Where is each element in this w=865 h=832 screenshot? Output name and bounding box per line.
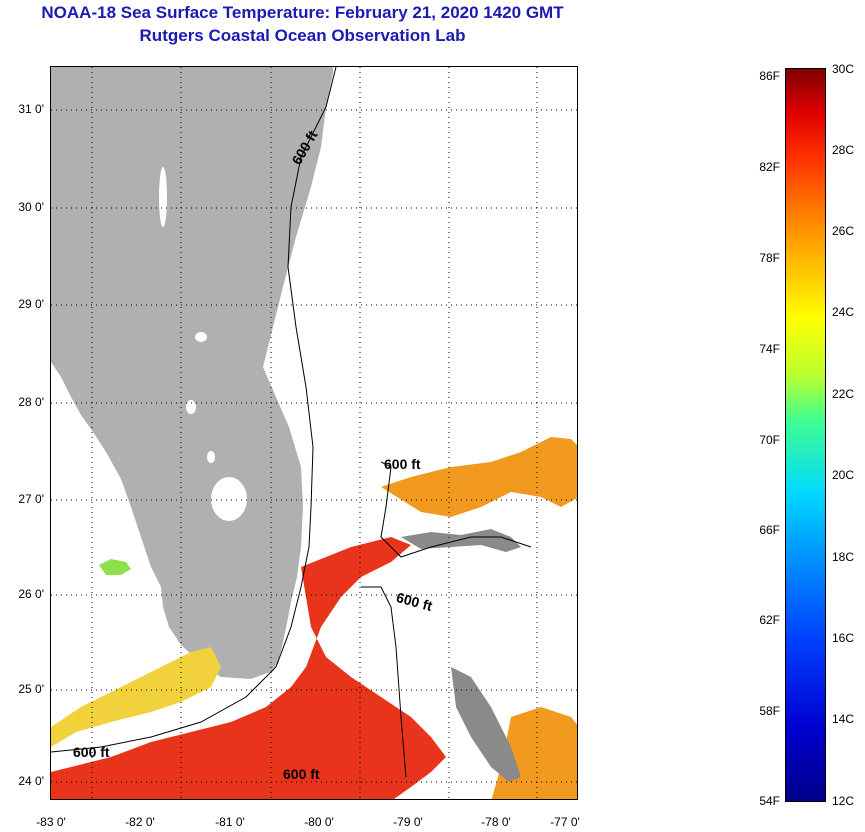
colorbar-c-label: 22C: [832, 387, 855, 401]
y-tick-label: 25 0': [18, 682, 44, 696]
colorbar-f-label: 74F: [759, 342, 780, 356]
colorbar-f-label: 78F: [759, 251, 780, 265]
map-canvas: 600 ft 600 ft 600 ft 600 ft 600 ft: [51, 67, 577, 799]
contour-label: 600 ft: [73, 744, 110, 760]
colorbar-c-label: 20C: [832, 468, 855, 482]
chart-title: NOAA-18 Sea Surface Temperature: Februar…: [41, 3, 564, 22]
x-tick-label: -81 0': [215, 815, 245, 829]
contour-line: [51, 67, 337, 753]
y-tick-label: 31 0': [18, 102, 44, 116]
colorbar-c-label: 26C: [832, 224, 855, 238]
colorbar-f-label: 86F: [759, 69, 780, 83]
andros-land: [451, 667, 521, 782]
lake: [186, 400, 196, 414]
contour-label: 600 ft: [283, 766, 320, 782]
colorbar-f-label: 70F: [759, 433, 780, 447]
lake: [207, 451, 215, 463]
sst-yellow-gulf: [51, 647, 221, 747]
temperature-colorbar: [785, 68, 826, 802]
colorbar-f-label: 62F: [759, 613, 780, 627]
x-tick-label: -83 0': [36, 815, 66, 829]
colorbar-c-label: 14C: [832, 712, 855, 726]
river-gap: [159, 167, 167, 227]
sst-map[interactable]: 600 ft 600 ft 600 ft 600 ft 600 ft: [50, 66, 578, 800]
y-tick-label: 30 0': [18, 200, 44, 214]
colorbar-c-label: 18C: [832, 550, 855, 564]
florida-land: [51, 67, 333, 679]
colorbar-c-label: 24C: [832, 305, 855, 319]
sst-orange-bahamas: [381, 437, 577, 517]
y-tick-label: 28 0': [18, 395, 44, 409]
x-tick-label: -78 0': [481, 815, 511, 829]
contour-line: [380, 461, 532, 558]
colorbar-f-label: 82F: [759, 160, 780, 174]
x-tick-label: -82 0': [125, 815, 155, 829]
bahamas-land: [401, 529, 521, 552]
colorbar-f-label: 58F: [759, 704, 780, 718]
y-tick-label: 29 0': [18, 297, 44, 311]
colorbar-c-label: 30C: [832, 62, 855, 76]
contour-label: 600 ft: [395, 589, 435, 614]
contour-label: 600 ft: [384, 456, 421, 472]
lake: [195, 332, 207, 342]
x-tick-label: -79 0': [393, 815, 423, 829]
colorbar-c-label: 28C: [832, 143, 855, 157]
y-tick-label: 27 0': [18, 492, 44, 506]
contour-line: [361, 586, 407, 778]
y-tick-label: 26 0': [18, 587, 44, 601]
colorbar-f-label: 54F: [759, 794, 780, 808]
x-tick-label: -77 0': [550, 815, 580, 829]
colorbar-c-label: 12C: [832, 794, 855, 808]
y-tick-label: 24 0': [18, 774, 44, 788]
graticule: [51, 67, 577, 799]
chart-subtitle: Rutgers Coastal Ocean Observation Lab: [139, 26, 466, 45]
colorbar-f-label: 66F: [759, 523, 780, 537]
sst-green-patch: [99, 559, 131, 575]
colorbar-c-label: 16C: [832, 631, 855, 645]
lake-okeechobee: [211, 477, 247, 521]
sst-red-straits: [51, 537, 446, 799]
x-tick-label: -80 0': [304, 815, 334, 829]
